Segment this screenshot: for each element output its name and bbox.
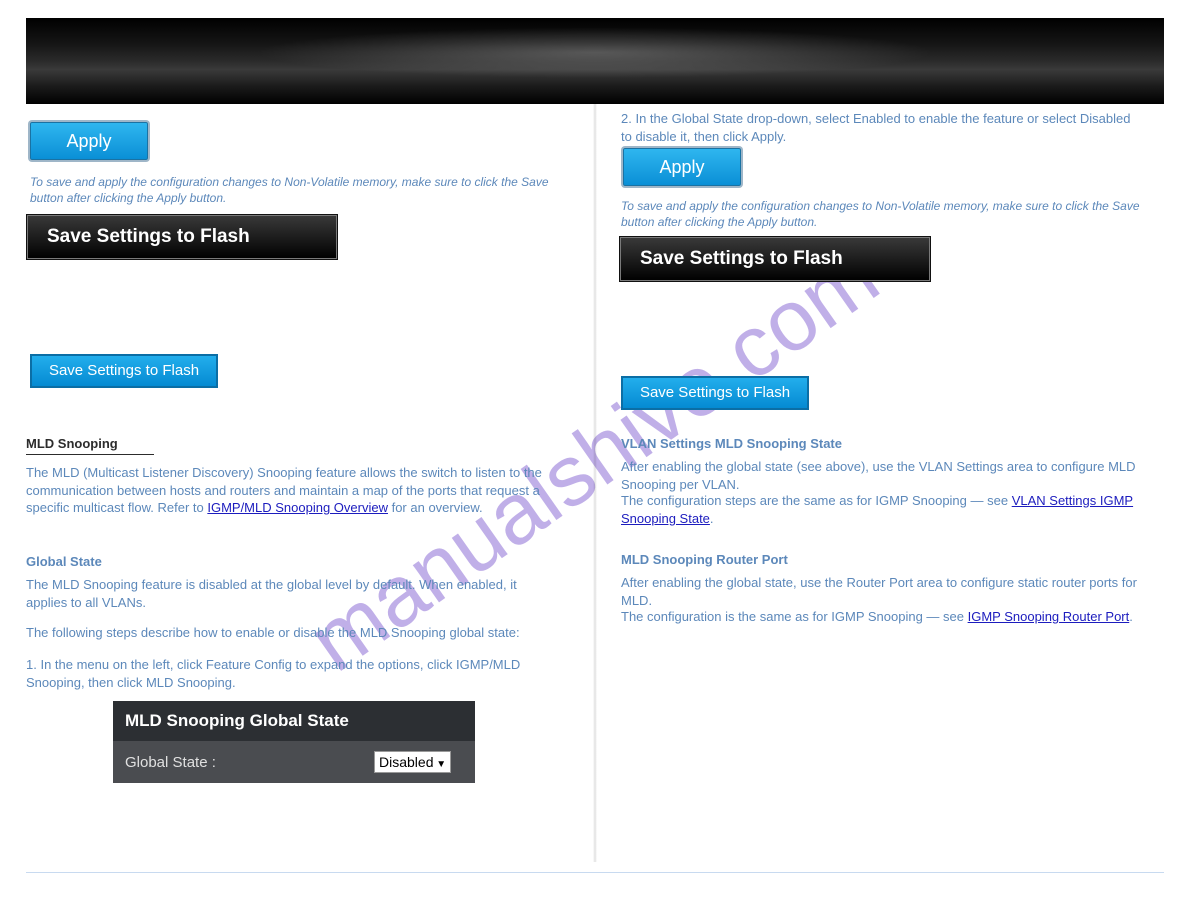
- mld-overview-link[interactable]: IGMP/MLD Snooping Overview: [207, 500, 388, 515]
- vlan-heading: VLAN Settings MLD Snooping State: [621, 436, 842, 451]
- step-1: 1. In the menu on the left, click Featur…: [26, 656, 556, 691]
- right-column: 2. In the Global State drop-down, select…: [595, 104, 1164, 862]
- router-port-heading: MLD Snooping Router Port: [621, 552, 788, 567]
- router-port-text: After enabling the global state, use the…: [621, 574, 1141, 609]
- vlan-text: After enabling the global state (see abo…: [621, 458, 1141, 493]
- top-banner: [26, 18, 1164, 104]
- mld-heading: MLD Snooping: [26, 436, 154, 455]
- mld-state-table: MLD Snooping Global State Global State :…: [113, 701, 475, 783]
- save-flash-panel-right: Save Settings to Flash: [619, 236, 931, 282]
- mld-table-label: Global State :: [113, 741, 362, 783]
- save-note: To save and apply the configuration chan…: [30, 174, 560, 206]
- step-2: 2. In the Global State drop-down, select…: [621, 110, 1141, 145]
- vlan-ref: The configuration steps are the same as …: [621, 492, 1141, 527]
- column-divider: [593, 104, 597, 862]
- router-ref-prefix: The configuration is the same as for IGM…: [621, 609, 968, 624]
- global-state-note: The MLD Snooping feature is disabled at …: [26, 576, 556, 611]
- steps-intro: The following steps describe how to enab…: [26, 624, 556, 642]
- apply-button-right[interactable]: Apply: [623, 148, 741, 186]
- router-ref-suffix: .: [1129, 609, 1133, 624]
- save-flash-button[interactable]: Save Settings to Flash: [30, 354, 218, 388]
- mld-overview-text2: for an overview.: [392, 500, 483, 515]
- apply-button[interactable]: Apply: [30, 122, 148, 160]
- save-note-right: To save and apply the configuration chan…: [621, 198, 1141, 230]
- footer-rule: [26, 872, 1164, 873]
- mld-table-header: MLD Snooping Global State: [113, 701, 475, 741]
- router-ref-link[interactable]: IGMP Snooping Router Port: [968, 609, 1130, 624]
- vlan-ref-suffix: .: [710, 511, 714, 526]
- mld-overview: The MLD (Multicast Listener Discovery) S…: [26, 464, 556, 517]
- mld-table-cell: Disabled: [362, 741, 475, 783]
- save-flash-button-right[interactable]: Save Settings to Flash: [621, 376, 809, 410]
- vlan-ref-prefix: The configuration steps are the same as …: [621, 493, 1012, 508]
- global-state-heading: Global State: [26, 554, 102, 569]
- router-ref: The configuration is the same as for IGM…: [621, 608, 1141, 626]
- save-flash-panel: Save Settings to Flash: [26, 214, 338, 260]
- left-column: Apply To save and apply the configuratio…: [0, 104, 569, 862]
- global-state-select[interactable]: Disabled: [374, 751, 451, 773]
